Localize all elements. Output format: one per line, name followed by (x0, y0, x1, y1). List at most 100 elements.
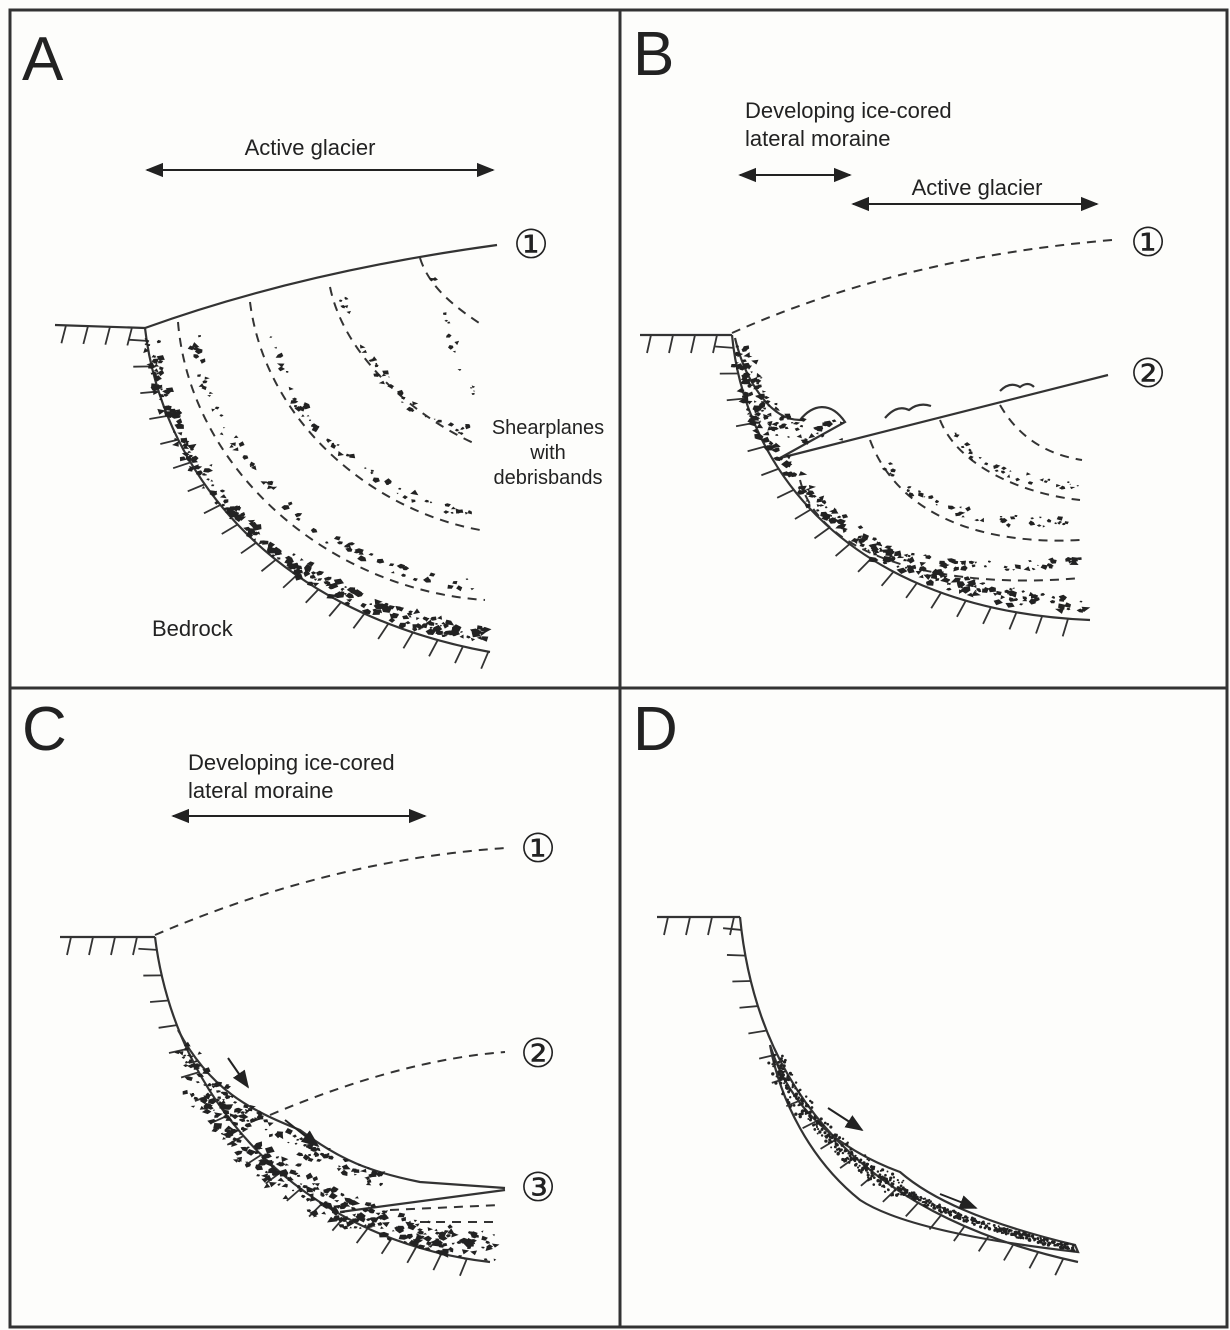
clast (197, 1051, 202, 1055)
clast (345, 592, 354, 599)
clast (378, 380, 385, 385)
clast (213, 1123, 222, 1129)
clast (738, 398, 749, 404)
clast (330, 442, 337, 449)
stipple (797, 1096, 801, 1099)
clast (370, 1222, 376, 1226)
clast (287, 1141, 290, 1144)
clast (204, 376, 210, 380)
clast (224, 1094, 231, 1100)
clast (439, 624, 443, 627)
clast (362, 1207, 370, 1213)
clast (243, 1104, 249, 1109)
hatch (1028, 1251, 1039, 1269)
stipple (1056, 1242, 1060, 1246)
clast (193, 1060, 198, 1063)
stipple (1029, 1235, 1031, 1238)
clast (969, 458, 974, 461)
clast (443, 312, 447, 315)
stipple (782, 1060, 787, 1064)
clast (302, 1154, 311, 1161)
clast (752, 428, 758, 434)
guide (345, 300, 470, 430)
clast (891, 556, 896, 561)
clast (265, 480, 273, 486)
clast (396, 492, 399, 495)
clast (821, 500, 827, 505)
clast (390, 571, 395, 574)
clast (798, 417, 807, 422)
clast (808, 485, 816, 490)
clast (306, 1199, 310, 1202)
clast (1000, 518, 1008, 523)
stipple (781, 1054, 784, 1058)
clast (779, 457, 783, 461)
clast (191, 342, 200, 348)
stipple (779, 1073, 783, 1077)
stipple (871, 1167, 875, 1171)
clast (422, 1235, 432, 1243)
clast (1043, 480, 1048, 483)
clast (277, 1161, 283, 1167)
clast (361, 608, 371, 615)
clast (346, 599, 353, 603)
stipple (800, 1109, 805, 1114)
stipple (922, 1197, 925, 1200)
stipple (809, 1118, 812, 1122)
clast (367, 1223, 372, 1226)
clast (805, 488, 810, 492)
clast (741, 359, 747, 363)
clast (814, 426, 823, 432)
stipple (933, 1206, 937, 1210)
stipple (828, 1135, 832, 1139)
clast (840, 421, 844, 425)
clast (396, 563, 406, 569)
stipple (831, 1134, 835, 1137)
clast (882, 556, 894, 563)
stipple (829, 1140, 833, 1144)
clast (742, 395, 745, 398)
clast (368, 1217, 373, 1221)
clast (1028, 591, 1035, 597)
clast (294, 573, 303, 581)
clast (379, 1182, 383, 1187)
clast (451, 1242, 456, 1245)
clast (312, 1176, 318, 1182)
clast (367, 1166, 370, 1170)
clast (337, 1216, 344, 1223)
clast (766, 423, 772, 427)
clast (772, 442, 781, 449)
heading: Active glacier (245, 135, 376, 160)
clast (191, 455, 199, 461)
stipple (816, 1132, 819, 1135)
stipple (1028, 1237, 1031, 1240)
clast (351, 1207, 357, 1211)
clast (307, 1193, 314, 1198)
clast (173, 431, 176, 434)
stipple (870, 1174, 874, 1178)
clast (266, 1159, 273, 1165)
stipple (897, 1181, 900, 1184)
stipple (862, 1161, 866, 1165)
stipple (1002, 1232, 1005, 1235)
clast (907, 554, 911, 558)
former-surface (269, 1051, 506, 1116)
clast (233, 435, 239, 439)
clast (479, 631, 486, 636)
clast (961, 562, 964, 565)
clast (150, 372, 154, 375)
clast (381, 1222, 390, 1228)
clast (232, 1137, 238, 1142)
clast (206, 478, 210, 481)
stipple (777, 1060, 781, 1064)
clast (470, 387, 473, 389)
clast (1051, 595, 1056, 599)
clast (240, 1111, 245, 1114)
stipple (866, 1171, 869, 1174)
shear-plane (939, 419, 1081, 501)
clast (911, 564, 917, 569)
clast (190, 459, 198, 463)
hatch (203, 504, 221, 515)
clast (1070, 486, 1076, 490)
stipple (798, 1113, 800, 1116)
